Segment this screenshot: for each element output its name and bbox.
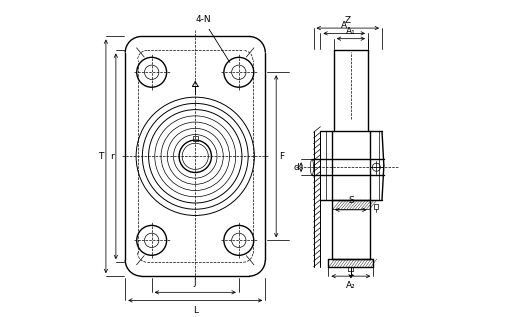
Text: r: r	[110, 152, 114, 161]
Text: A: A	[341, 21, 347, 30]
Bar	[374, 204, 378, 209]
Text: J: J	[194, 278, 197, 287]
Text: A₂: A₂	[346, 281, 356, 290]
Text: L: L	[193, 306, 198, 315]
Text: S: S	[348, 197, 354, 205]
Text: F: F	[279, 152, 284, 161]
Text: Z: Z	[345, 16, 351, 25]
Text: T: T	[98, 152, 103, 161]
Bar	[193, 136, 198, 141]
Text: A₁: A₁	[346, 27, 356, 36]
Text: d: d	[294, 163, 300, 172]
Text: 4-N: 4-N	[195, 15, 230, 62]
